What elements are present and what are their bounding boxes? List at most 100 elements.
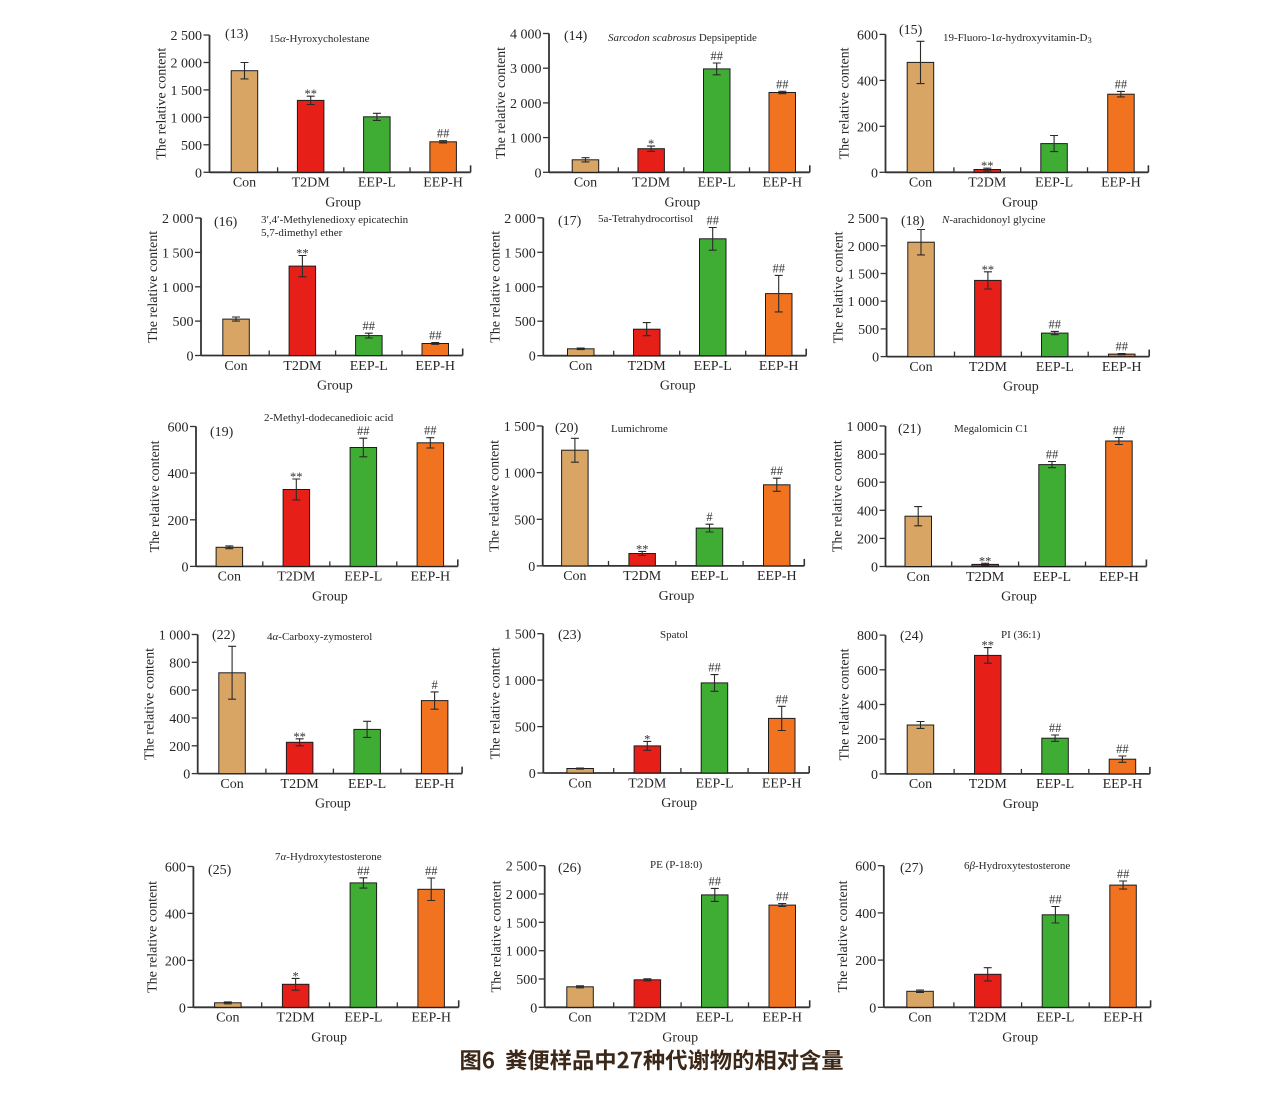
svg-text:**: **: [981, 159, 994, 173]
svg-text:600: 600: [165, 861, 186, 876]
svg-text:Con: Con: [220, 777, 243, 792]
svg-text:Con: Con: [568, 776, 591, 791]
svg-text:EEP-L: EEP-L: [344, 1011, 382, 1026]
svg-text:200: 200: [857, 532, 878, 547]
svg-text:1 500: 1 500: [504, 420, 536, 435]
svg-text:##: ##: [425, 864, 438, 878]
svg-text:Group: Group: [1003, 380, 1039, 395]
svg-text:EEP-H: EEP-H: [759, 359, 799, 374]
svg-text:600: 600: [169, 684, 190, 699]
svg-text:Lumichrome: Lumichrome: [611, 423, 668, 435]
svg-text:**: **: [982, 263, 995, 277]
svg-text:0: 0: [869, 1001, 876, 1016]
svg-text:EEP-L: EEP-L: [695, 776, 733, 791]
svg-text:4α-Carboxy-zymosterol: 4α-Carboxy-zymosterol: [267, 631, 372, 643]
svg-text:2 500: 2 500: [848, 212, 880, 227]
svg-text:**: **: [290, 470, 303, 484]
svg-text:(14): (14): [564, 29, 588, 44]
svg-text:Con: Con: [216, 1011, 239, 1026]
svg-text:EEP-L: EEP-L: [348, 777, 386, 792]
svg-text:1 500: 1 500: [504, 246, 536, 261]
svg-text:600: 600: [857, 476, 878, 491]
svg-text:Group: Group: [317, 379, 353, 394]
svg-text:0: 0: [871, 561, 878, 576]
svg-text:Spatol: Spatol: [660, 629, 688, 641]
svg-text:T2DM: T2DM: [277, 570, 316, 585]
svg-text:15α-Hyroxycholestane: 15α-Hyroxycholestane: [269, 33, 370, 45]
svg-text:1 000: 1 000: [847, 420, 879, 435]
svg-text:##: ##: [1113, 424, 1126, 438]
svg-text:Con: Con: [224, 359, 247, 374]
svg-text:500: 500: [173, 315, 194, 330]
svg-text:2 000: 2 000: [504, 212, 536, 227]
svg-text:Con: Con: [569, 359, 592, 374]
svg-text:500: 500: [514, 513, 535, 528]
svg-text:##: ##: [1117, 867, 1130, 881]
svg-text:T2DM: T2DM: [281, 777, 320, 792]
svg-text:800: 800: [857, 448, 878, 463]
svg-text:EEP-L: EEP-L: [698, 176, 736, 191]
svg-text:EEP-H: EEP-H: [762, 776, 802, 791]
svg-text:T2DM: T2DM: [283, 359, 322, 374]
svg-text:1 000: 1 000: [171, 111, 203, 126]
svg-text:T2DM: T2DM: [292, 176, 331, 191]
svg-text:0: 0: [182, 560, 189, 575]
svg-text:EEP-L: EEP-L: [1036, 1011, 1074, 1026]
svg-text:600: 600: [857, 28, 878, 43]
svg-text:EEP-L: EEP-L: [358, 176, 396, 191]
svg-text:##: ##: [710, 49, 723, 63]
svg-text:##: ##: [1046, 448, 1059, 462]
svg-text:400: 400: [857, 504, 878, 519]
svg-text:400: 400: [168, 467, 189, 482]
svg-text:2 000: 2 000: [848, 240, 880, 255]
svg-text:EEP-L: EEP-L: [696, 1011, 734, 1026]
svg-text:**: **: [636, 542, 649, 556]
svg-text:Con: Con: [909, 777, 932, 792]
svg-text:##: ##: [429, 329, 442, 343]
svg-text:The relative content: The relative content: [148, 440, 163, 552]
svg-text:##: ##: [1049, 721, 1062, 735]
svg-text:600: 600: [857, 664, 878, 679]
svg-text:400: 400: [857, 699, 878, 714]
svg-text:EEP-L: EEP-L: [1035, 176, 1073, 191]
svg-text:##: ##: [424, 424, 437, 438]
svg-text:#: #: [706, 510, 713, 524]
svg-text:4 000: 4 000: [510, 28, 542, 43]
svg-text:T2DM: T2DM: [969, 777, 1008, 792]
svg-text:Sarcodon scabrosus Depsipeptid: Sarcodon scabrosus Depsipeptide: [608, 32, 757, 44]
svg-text:T2DM: T2DM: [628, 359, 667, 374]
svg-text:(17): (17): [558, 214, 582, 229]
svg-text:2 500: 2 500: [506, 860, 538, 875]
svg-text:1 500: 1 500: [504, 628, 536, 643]
svg-text:The relative content: The relative content: [146, 231, 161, 343]
svg-text:*: *: [648, 137, 654, 151]
svg-text:1 500: 1 500: [506, 916, 538, 931]
svg-text:1 000: 1 000: [848, 295, 880, 310]
svg-text:1 500: 1 500: [162, 246, 194, 261]
svg-text:The relative content: The relative content: [145, 881, 160, 993]
svg-text:EEP-L: EEP-L: [344, 570, 382, 585]
svg-text:0: 0: [179, 1001, 186, 1016]
svg-text:EEP-H: EEP-H: [1103, 1011, 1143, 1026]
svg-text:**: **: [296, 247, 309, 261]
svg-text:19-Fluoro-1α-hydroxyvitamin-D3: 19-Fluoro-1α-hydroxyvitamin-D3: [943, 32, 1092, 45]
svg-text:##: ##: [708, 661, 721, 675]
svg-text:The relative content: The relative content: [488, 231, 503, 343]
svg-text:The relative content: The relative content: [831, 440, 846, 552]
svg-text:EEP-H: EEP-H: [757, 569, 797, 584]
svg-text:(25): (25): [208, 863, 232, 878]
svg-text:0: 0: [187, 350, 194, 365]
svg-text:2 000: 2 000: [162, 212, 194, 227]
svg-text:*: *: [292, 969, 298, 983]
svg-text:Megalomicin C1: Megalomicin C1: [954, 423, 1028, 435]
svg-text:PI (36:1): PI (36:1): [1001, 629, 1041, 641]
svg-text:##: ##: [709, 874, 722, 888]
svg-text:400: 400: [855, 907, 876, 922]
svg-text:(18): (18): [901, 214, 925, 229]
svg-text:3′,4′-Methylenedioxy epicatech: 3′,4′-Methylenedioxy epicatechin: [261, 214, 409, 226]
svg-text:##: ##: [776, 890, 789, 904]
svg-text:EEP-H: EEP-H: [762, 1011, 802, 1026]
svg-text:5a-Tetrahydrocortisol: 5a-Tetrahydrocortisol: [598, 213, 693, 225]
svg-text:T2DM: T2DM: [966, 570, 1005, 585]
svg-text:Group: Group: [315, 797, 351, 812]
